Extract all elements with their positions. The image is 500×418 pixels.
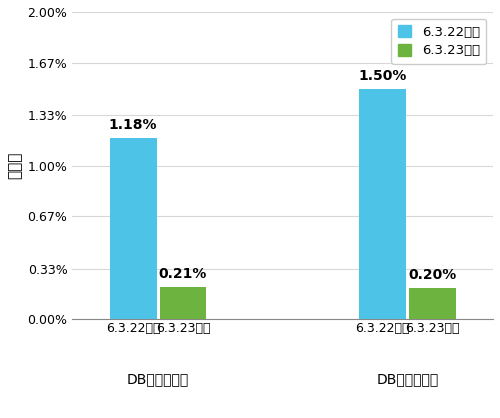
Text: DB读操作卡顿: DB读操作卡顿 (376, 372, 438, 386)
Bar (409, 288, 456, 319)
Text: 1.50%: 1.50% (358, 69, 406, 83)
Text: 1.18%: 1.18% (109, 118, 158, 132)
Bar (160, 287, 206, 319)
Text: 0.20%: 0.20% (408, 268, 457, 282)
Text: DB写操作卡顿: DB写操作卡顿 (127, 372, 189, 386)
Bar (359, 89, 406, 319)
Y-axis label: 卡顿率: 卡顿率 (7, 152, 22, 179)
Legend: 6.3.22版本, 6.3.23版本: 6.3.22版本, 6.3.23版本 (392, 18, 486, 64)
Bar (110, 138, 156, 319)
Text: 0.21%: 0.21% (159, 267, 207, 281)
